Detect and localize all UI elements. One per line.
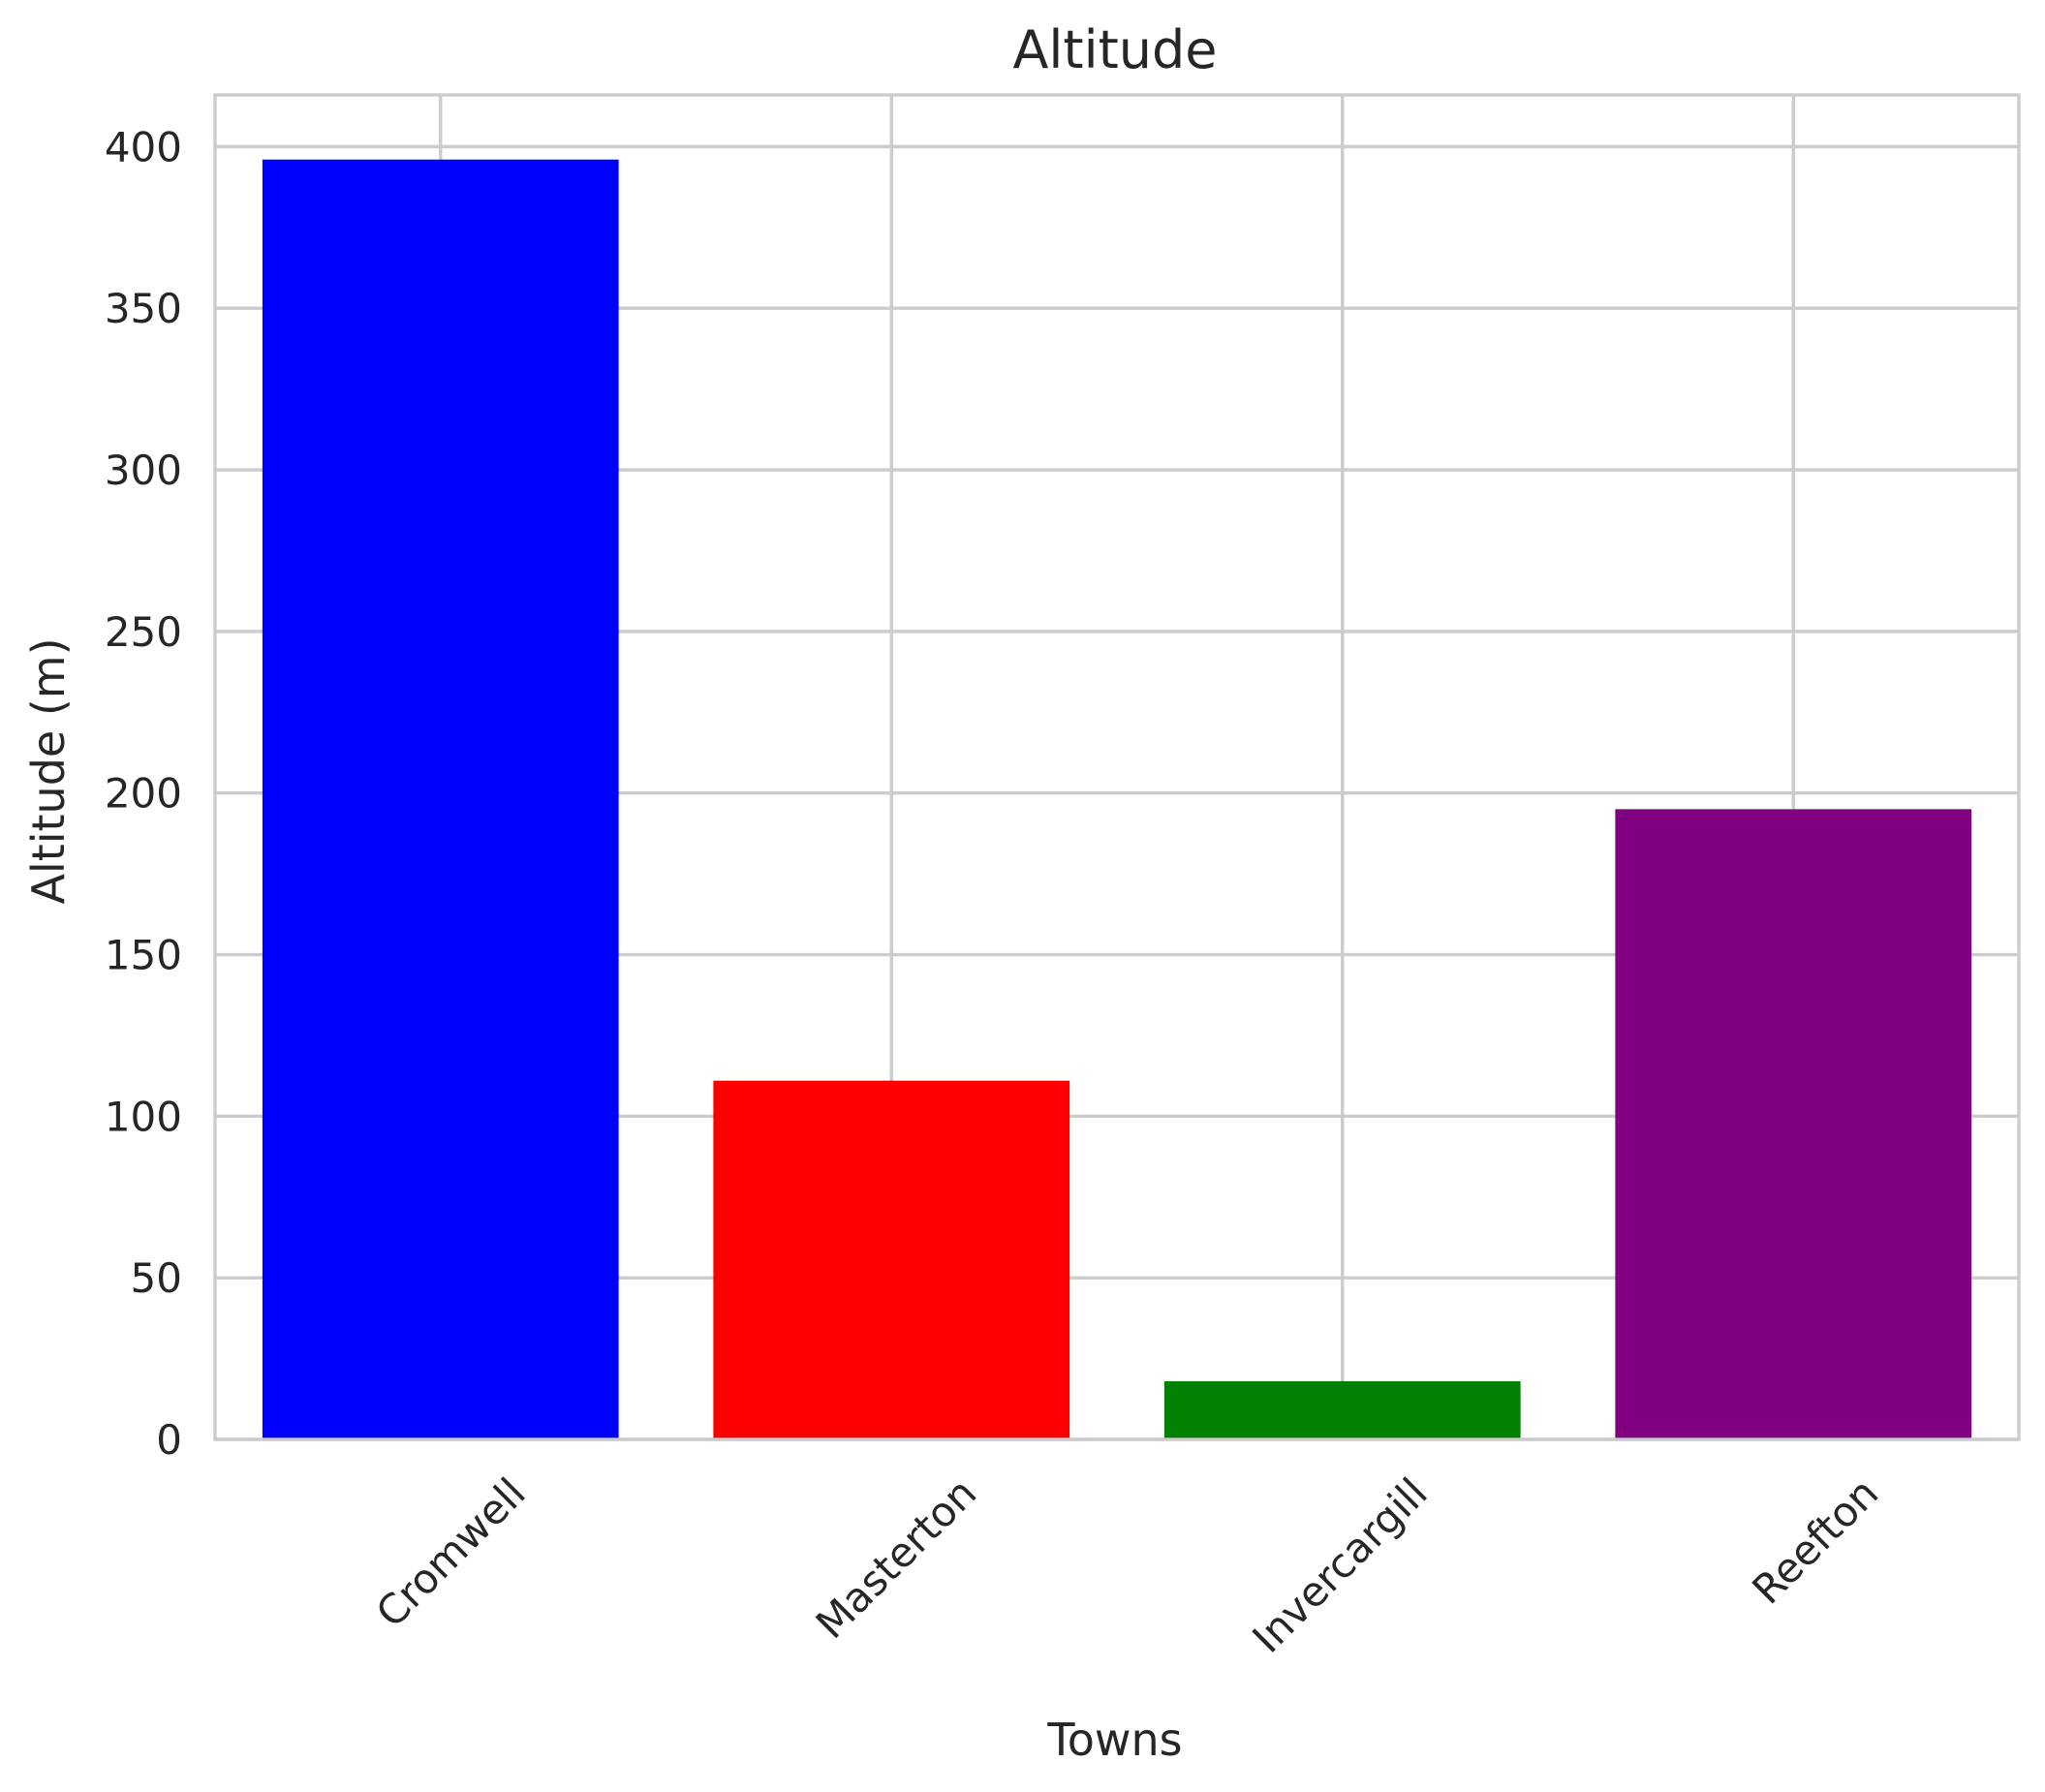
y-tick-label: 100 (105, 1093, 182, 1140)
y-tick-label: 250 (105, 608, 182, 656)
chart-title: Altitude (1012, 19, 1217, 80)
plot-frame (213, 93, 2021, 1441)
x-tick-label: Masterton (807, 1468, 986, 1648)
x-tick-label: Invercargill (1243, 1468, 1436, 1661)
bar-invercargill (1163, 1380, 1521, 1439)
x-axis-label: Towns (1046, 1714, 1182, 1766)
bars (262, 159, 1972, 1440)
bar-cromwell (262, 159, 619, 1440)
y-tick-label: 0 (156, 1416, 182, 1464)
bar-masterton (713, 1080, 1070, 1439)
y-tick-labels: 0 50 100 150 200 250 300 350 400 (105, 123, 182, 1464)
y-tick-label: 400 (105, 123, 182, 170)
y-tick-label: 350 (105, 285, 182, 332)
y-axis-label: Altitude (m) (22, 637, 75, 904)
x-tick-label: Cromwell (367, 1468, 535, 1636)
bar-reefton (1615, 809, 1972, 1439)
y-tick-label: 300 (105, 447, 182, 494)
y-tick-label: 150 (105, 932, 182, 979)
x-tick-label: Reefton (1743, 1468, 1887, 1613)
x-tick-labels: Cromwell Masterton Invercargill Reefton (367, 1468, 1888, 1661)
y-tick-label: 50 (131, 1254, 182, 1302)
y-tick-label: 200 (105, 770, 182, 818)
